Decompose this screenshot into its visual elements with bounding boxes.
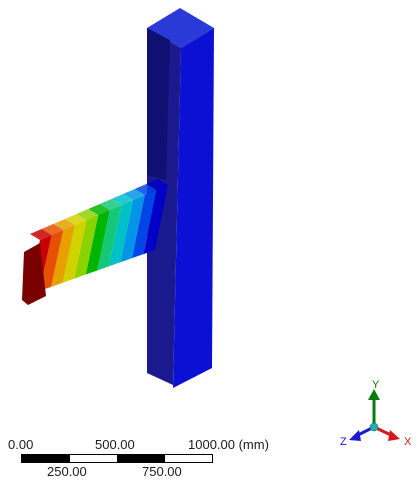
beam-band-10 (39, 230, 64, 291)
beam-top-band-5 (99, 199, 122, 210)
beam-top-band-2 (134, 184, 157, 195)
triad-x-label: X (404, 436, 412, 448)
scale-label-1000: 1000.00 (mm) (188, 437, 269, 452)
beam-top-band-10 (41, 224, 64, 235)
beam-band-1 (143, 185, 168, 255)
beam-band-5 (97, 205, 122, 271)
triad-y-label: Y (372, 379, 380, 391)
beam-top-band-1 (146, 179, 168, 190)
beam-band-3 (120, 195, 145, 263)
scale-segment-2 (69, 455, 117, 462)
beam-band-2 (131, 190, 157, 259)
beam-top-band-9 (53, 219, 75, 230)
beam-end-cap (22, 243, 46, 305)
scale-bar (21, 454, 213, 463)
scale-label-250: 250.00 (47, 464, 87, 479)
scale-label-500: 500.00 (95, 437, 135, 452)
beam-top-band-6 (88, 204, 110, 215)
scale-label-750: 750.00 (142, 464, 182, 479)
beam-band-9 (51, 225, 75, 287)
scale-segment-1 (22, 455, 70, 462)
beam-top-band-7 (76, 209, 99, 220)
beam-band-8 (62, 220, 87, 283)
vertical-column (147, 8, 214, 388)
triad-origin (369, 422, 379, 432)
beam-top-band-4 (111, 194, 134, 205)
beam-top-band-11 (30, 229, 52, 240)
cantilever-beam (22, 179, 168, 305)
beam-top-band-3 (123, 189, 145, 200)
triad-z-label: Z (340, 436, 347, 448)
beam-band-4 (108, 200, 134, 267)
scale-segment-4 (164, 455, 212, 462)
scale-label-0: 0.00 (8, 437, 34, 452)
beam-top-band-8 (64, 214, 87, 225)
triad-y-arrowhead (368, 389, 380, 400)
beam-band-6 (85, 210, 110, 275)
triad-x-arrowhead (388, 430, 400, 441)
triad-z-arrowhead (349, 430, 361, 441)
coordinate-triad: Y X Z (340, 379, 412, 448)
scale-segment-3 (117, 455, 165, 462)
beam-band-7 (74, 215, 99, 279)
